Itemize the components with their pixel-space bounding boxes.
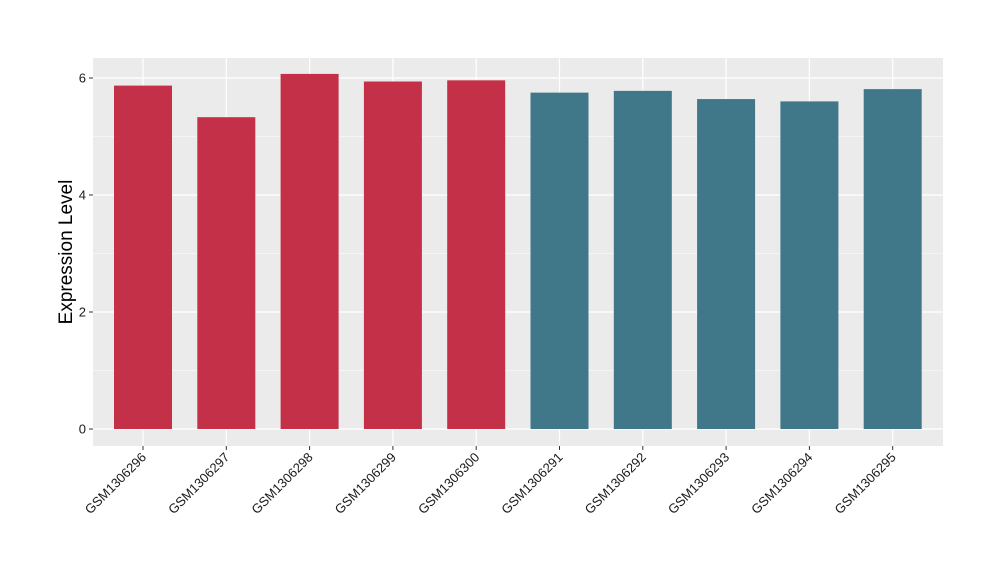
x-tick-label: GSM1306300 xyxy=(415,450,482,517)
y-tick-label: 2 xyxy=(79,305,86,320)
bar-GSM1306299 xyxy=(363,81,422,429)
bar-GSM1306291 xyxy=(530,92,589,429)
y-tick-label: 0 xyxy=(79,422,86,437)
x-tick-label: GSM1306295 xyxy=(831,450,898,517)
bar-GSM1306293 xyxy=(697,99,756,429)
bar-GSM1306294 xyxy=(780,101,839,430)
x-tick-label: GSM1306294 xyxy=(748,450,815,517)
x-tick-label: GSM1306297 xyxy=(165,450,232,517)
x-tick-label: GSM1306291 xyxy=(498,450,565,517)
x-tick-label: GSM1306298 xyxy=(248,450,315,517)
bar-GSM1306300 xyxy=(447,80,506,429)
bar-GSM1306297 xyxy=(197,117,256,429)
bar-GSM1306296 xyxy=(114,85,172,429)
x-tick-label: GSM1306296 xyxy=(82,450,149,517)
y-tick-label: 4 xyxy=(79,188,86,203)
y-tick-label: 6 xyxy=(79,71,86,86)
bar-GSM1306298 xyxy=(280,73,339,429)
y-axis: 0 2 4 6 xyxy=(79,71,93,437)
x-axis: GSM1306296 GSM1306297 GSM1306298 GSM1306299… xyxy=(82,446,899,517)
x-tick-label: GSM1306299 xyxy=(332,450,399,517)
bar-GSM1306292 xyxy=(613,90,672,430)
bar-GSM1306295 xyxy=(863,89,922,430)
x-tick-label: GSM1306292 xyxy=(582,450,649,517)
x-tick-label: GSM1306293 xyxy=(665,450,732,517)
bars xyxy=(114,73,922,430)
y-axis-title: Expression Level xyxy=(56,180,77,325)
